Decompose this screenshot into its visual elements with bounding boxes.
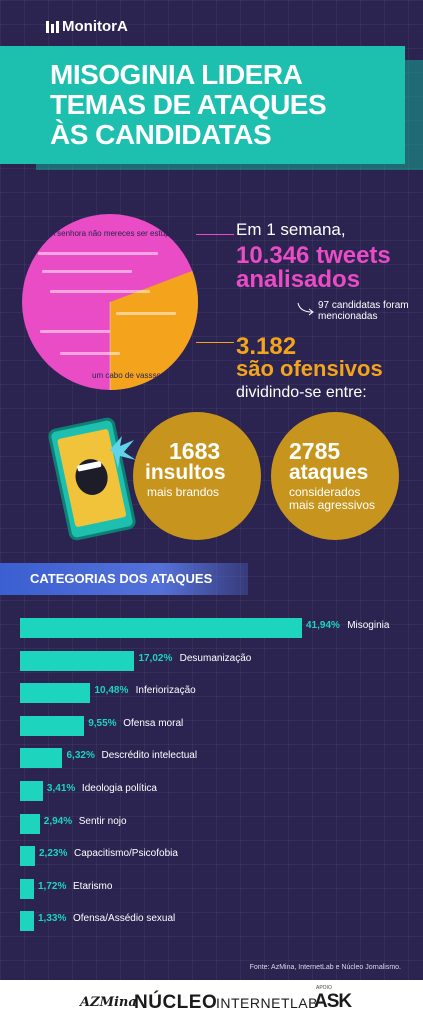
categories-header-bar [0,563,248,595]
footer: AZMina NÚCLEO INTERNETLAB APOIO ASK [0,980,423,1024]
headline-banner [0,46,405,164]
bar-value-label: 1,33% [38,913,67,925]
bar-row: 10,48% Inferiorização [0,683,423,704]
mild-number: 1683 [169,438,221,464]
title-line-3: ÀS CANDIDATAS [50,119,272,150]
source-note: Fonte: AzMina, InternetLab e Núcleo Jorn… [249,964,401,971]
aggressive-sub: considerados mais agressivos [289,485,376,512]
bar-category-label: Ofensa/Assédio sexual [73,913,176,925]
bar-category-label: Ideologia política [81,783,157,794]
bar-row: 1,33% Ofensa/Assédio sexual [0,911,423,932]
bar [20,748,63,769]
title-line-1: MISOGINIA LIDERA [50,59,303,90]
brand-logo: MonitorA [46,18,128,35]
title-line-2: TEMAS DE ATAQUES [50,89,327,120]
tweets-pie-chart: A senhora não mereces ser estup um cabo … [22,214,199,390]
mild-label: insultos [145,461,226,484]
bar-row: 6,32% Descrédito intelectual [0,748,423,769]
dividing-text: dividindo-se entre: [236,384,367,401]
bar [20,846,35,867]
bar-category-label: Etarismo [73,880,113,892]
bar-row: 2,23% Capacitismo/Psicofobia [0,846,423,867]
nucleo-logo: NÚCLEO [134,992,218,1013]
bar-value-label: 10,48% [94,685,129,697]
bar-category-label: Desumanização [179,652,252,664]
mild-sub: mais brandos [147,485,220,499]
bar [20,911,34,932]
bar-row: 9,55% Ofensa moral [0,715,423,736]
bar-value-label: 6,32% [66,750,95,762]
curved-arrow-icon [297,302,314,316]
ask-logo: ASK [314,991,352,1012]
categories-title: CATEGORIAS DOS ATAQUES [30,571,213,586]
aggressive-label: ataques [289,461,369,484]
tweet-overlay [38,252,176,355]
bar-value-label: 2,94% [43,815,73,827]
bar-value-label: 1,72% [38,880,67,892]
bar [20,781,43,801]
bar-category-label: Misoginia [347,620,390,631]
bar [20,715,85,736]
bar [20,650,135,671]
offensive-label: são ofensivos [236,356,383,381]
bar-row: 41,94% Misoginia [0,618,423,638]
bar-row: 1,72% Etarismo [0,878,423,899]
pie-overlay-text-1: A senhora não mereces ser estup [50,229,170,238]
bar [20,813,40,834]
attack-categories-chart: 41,94% Misoginia 17,02% Desumanização 10,48%… [0,618,423,948]
bar-value-label: 3,41% [46,783,76,794]
aggressive-attacks-circle: 2785 ataques considerados mais agressivo… [271,412,399,540]
azmina-logo: AZMina [80,995,137,1010]
pointer-line-orange [196,342,234,343]
pie-slice-offensive [110,270,199,390]
bar-category-label: Ofensa moral [123,717,184,729]
bar [20,683,91,704]
aggressive-number: 2785 [289,438,341,464]
splash-icon [110,436,136,468]
offensive-count: 3.182 [236,333,297,360]
bar [20,618,302,638]
mild-insults-circle: 1683 insultos mais brandos [133,412,261,540]
internetlab-logo: INTERNETLAB [216,995,318,1011]
bar-row: 3,41% Ideologia política [0,781,423,801]
bar-value-label: 2,23% [38,848,68,860]
tweets-analyzed: 10.346 tweets analisados [236,242,391,293]
candidates-mentioned: 97 candidatas foram mencionadas [318,300,409,322]
page-title: MISOGINIA LIDERA TEMAS DE ATAQUES ÀS CAN… [50,60,390,150]
support-label: APOIO [316,985,332,991]
bar-value-label: 17,02% [138,652,173,664]
bar-category-label: Sentir nojo [78,815,127,827]
period-text: Em 1 semana, [236,220,346,239]
bar-row: 17,02% Desumanização [0,650,423,671]
pie-overlay-text-2: um cabo de vasssou [92,371,165,380]
bar-category-label: Capacitismo/Psicofobia [73,848,178,860]
bars-icon [46,20,59,33]
brand-name: MonitorA [62,18,128,35]
bar [20,878,34,899]
bar-row: 2,94% Sentir nojo [0,813,423,834]
bar-category-label: Descrédito intelectual [101,750,198,762]
pointer-line-pink [196,234,234,235]
bar-value-label: 9,55% [88,717,117,729]
bar-value-label: 41,94% [306,620,340,631]
bar-category-label: Inferiorização [135,685,196,697]
